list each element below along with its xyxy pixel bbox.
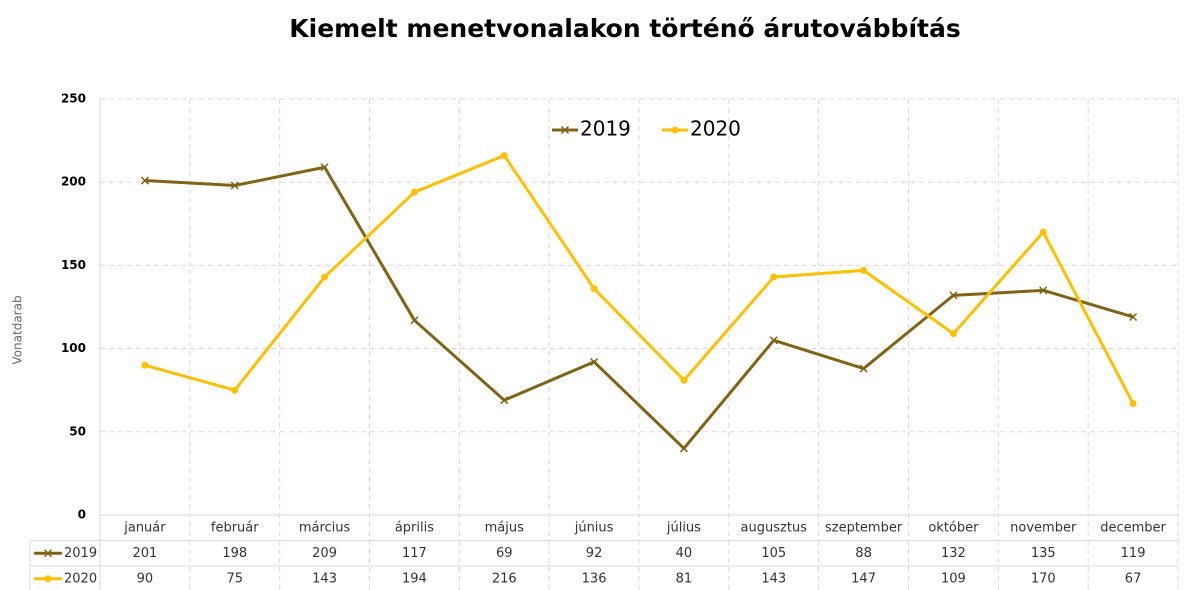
marker bbox=[860, 266, 868, 274]
marker bbox=[560, 125, 570, 135]
table-value: 119 bbox=[1121, 546, 1146, 561]
marker bbox=[230, 181, 239, 190]
y-tick-label: 200 bbox=[61, 175, 86, 189]
marker bbox=[859, 364, 868, 373]
marker bbox=[500, 152, 508, 160]
x-tick-label: május bbox=[485, 520, 524, 535]
x-tick-label: december bbox=[1100, 520, 1166, 535]
table-value: 132 bbox=[941, 546, 966, 561]
x-tick-label: július bbox=[666, 520, 701, 535]
table-value: 81 bbox=[676, 571, 693, 586]
table-value: 90 bbox=[137, 571, 154, 586]
series-line bbox=[144, 154, 1135, 405]
marker bbox=[769, 336, 778, 345]
y-axis-label: Vonatdarab bbox=[11, 295, 25, 364]
table-value: 135 bbox=[1031, 546, 1056, 561]
marker bbox=[410, 316, 419, 325]
marker bbox=[1039, 286, 1048, 295]
table-value: 136 bbox=[582, 571, 607, 586]
marker bbox=[680, 376, 688, 384]
marker bbox=[1129, 400, 1137, 408]
marker bbox=[590, 285, 598, 293]
table-value: 209 bbox=[312, 546, 337, 561]
table-value: 75 bbox=[226, 571, 243, 586]
marker bbox=[590, 357, 599, 366]
marker bbox=[231, 386, 239, 394]
series-line bbox=[144, 165, 1134, 450]
table-value: 216 bbox=[492, 571, 517, 586]
x-tick-label: január bbox=[123, 520, 166, 535]
x-tick-label: augusztus bbox=[741, 520, 808, 535]
table-value: 194 bbox=[402, 571, 427, 586]
x-tick-label: szeptember bbox=[825, 520, 903, 535]
y-tick-label: 0 bbox=[78, 508, 86, 522]
table-series-name: 2020 bbox=[64, 571, 97, 586]
marker bbox=[410, 188, 418, 196]
table-value: 147 bbox=[851, 571, 876, 586]
marker bbox=[44, 575, 52, 583]
legend-label: 2019 bbox=[580, 117, 631, 141]
y-tick-label: 250 bbox=[61, 92, 86, 106]
table-value: 105 bbox=[761, 546, 786, 561]
x-tick-label: március bbox=[299, 520, 351, 535]
table-value: 69 bbox=[496, 546, 513, 561]
table-value: 170 bbox=[1031, 571, 1056, 586]
table-value: 117 bbox=[402, 546, 427, 561]
marker bbox=[321, 273, 329, 281]
marker bbox=[671, 126, 679, 134]
x-tick-label: február bbox=[211, 520, 259, 535]
marker bbox=[770, 273, 778, 281]
y-tick-label: 100 bbox=[61, 341, 86, 355]
table-value: 143 bbox=[312, 571, 337, 586]
legend-label: 2020 bbox=[690, 117, 741, 141]
table-value: 143 bbox=[761, 571, 786, 586]
x-tick-label: október bbox=[928, 520, 979, 535]
table-value: 109 bbox=[941, 571, 966, 586]
marker bbox=[1039, 228, 1047, 236]
marker bbox=[320, 163, 329, 172]
table-value: 67 bbox=[1125, 571, 1142, 586]
marker bbox=[1129, 312, 1138, 322]
marker bbox=[43, 549, 53, 558]
table-value: 92 bbox=[586, 546, 603, 561]
marker bbox=[679, 444, 688, 453]
table-value: 40 bbox=[676, 546, 693, 561]
x-tick-label: június bbox=[574, 520, 614, 535]
table-value: 88 bbox=[855, 546, 872, 561]
y-tick-label: 150 bbox=[61, 258, 86, 272]
table-value: 201 bbox=[133, 546, 158, 561]
marker bbox=[949, 291, 958, 300]
marker bbox=[141, 361, 149, 369]
marker bbox=[500, 396, 509, 405]
chart-title: Kiemelt menetvonalakon történő árutovább… bbox=[289, 14, 960, 43]
table-series-name: 2019 bbox=[64, 546, 97, 561]
table-value: 198 bbox=[222, 546, 247, 561]
y-tick-label: 50 bbox=[69, 424, 86, 438]
x-tick-label: április bbox=[395, 520, 434, 535]
x-tick-label: november bbox=[1010, 520, 1077, 535]
marker bbox=[140, 176, 149, 185]
marker bbox=[949, 330, 957, 338]
